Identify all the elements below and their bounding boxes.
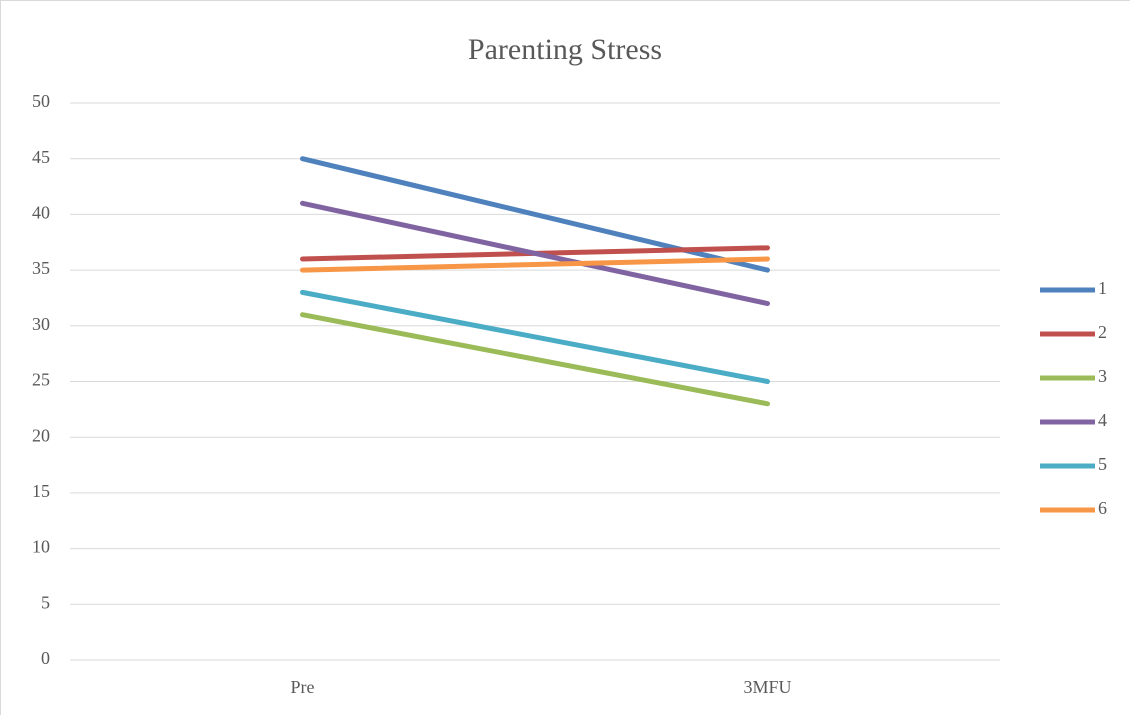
legend-label: 5 <box>1098 454 1107 474</box>
y-tick-label: 15 <box>32 481 50 501</box>
series-line <box>300 289 770 384</box>
x-tick-label: 3MFU <box>743 677 791 697</box>
y-tick-label: 50 <box>32 91 50 111</box>
y-tick-label: 30 <box>32 314 50 334</box>
y-tick-label: 5 <box>41 592 50 612</box>
legend-label: 4 <box>1098 410 1107 430</box>
y-tick-label: 40 <box>32 203 50 223</box>
y-tick-label: 45 <box>32 147 50 167</box>
series-line <box>300 312 770 407</box>
series-line <box>300 256 770 273</box>
y-tick-label: 35 <box>32 258 50 278</box>
legend-label: 2 <box>1098 322 1107 342</box>
y-tick-label: 20 <box>32 425 50 445</box>
legend-label: 1 <box>1098 278 1107 298</box>
legend-label: 6 <box>1098 498 1107 518</box>
chart-title: Parenting Stress <box>468 33 662 66</box>
y-tick-label: 0 <box>41 648 50 668</box>
y-tick-label: 10 <box>32 537 50 557</box>
y-tick-label: 25 <box>32 370 50 390</box>
legend-label: 3 <box>1098 366 1107 386</box>
series-line <box>300 200 770 307</box>
x-tick-label: Pre <box>291 677 315 697</box>
